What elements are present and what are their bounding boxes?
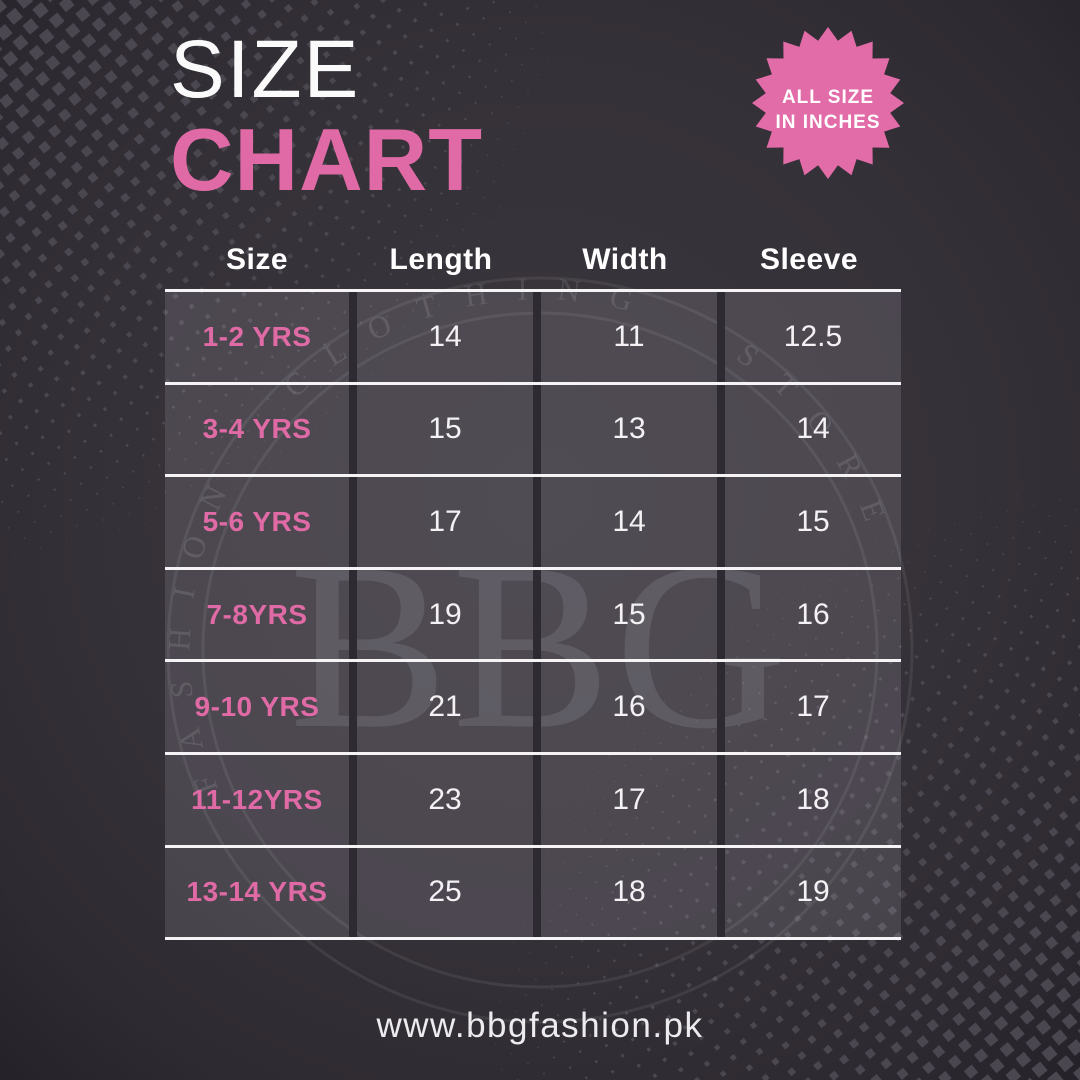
width-value-cell: 15 <box>533 569 717 660</box>
size-label-cell: 11-12YRS <box>165 754 349 845</box>
width-value-cell: 13 <box>533 384 717 475</box>
column-header-size: Size <box>225 242 289 276</box>
table-row: 13-14 YRS 25 18 19 <box>165 844 901 938</box>
length-value-cell: 14 <box>349 292 533 382</box>
length-value-cell: 25 <box>349 847 533 938</box>
sleeve-value-cell: 17 <box>717 662 901 752</box>
sleeve-value-cell: 12.5 <box>717 292 901 382</box>
table-row: 3-4 YRS 15 13 14 <box>165 381 901 475</box>
table-row: 9-10 YRS 21 16 17 <box>165 659 901 752</box>
size-table-body: 1-2 YRS 14 11 12.5 3-4 YRS 15 13 14 5-6 … <box>165 289 901 941</box>
page-title-chart: CHART <box>170 109 483 209</box>
all-sizes-in-inches-badge: ALL SIZE IN INCHES <box>752 27 904 179</box>
size-label-cell: 13-14 YRS <box>165 847 349 938</box>
sleeve-value-cell: 15 <box>717 477 901 567</box>
length-value-cell: 17 <box>349 477 533 567</box>
badge-line2: IN INCHES <box>775 112 881 133</box>
sleeve-value-cell: 14 <box>717 384 901 475</box>
sleeve-value-cell: 18 <box>717 754 901 845</box>
table-row: 11-12YRS 23 17 18 <box>165 751 901 845</box>
width-value-cell: 16 <box>533 662 717 752</box>
badge-label: ALL SIZE IN INCHES <box>752 27 904 179</box>
table-row: 5-6 YRS 17 14 15 <box>165 474 901 567</box>
length-value-cell: 21 <box>349 662 533 752</box>
page-title-size: SIZE <box>170 24 361 115</box>
size-label-cell: 9-10 YRS <box>165 662 349 752</box>
sleeve-value-cell: 19 <box>717 847 901 938</box>
size-table-header-row: Size Length Width Sleeve <box>165 230 901 289</box>
size-label-cell: 7-8YRS <box>165 569 349 660</box>
size-label-cell: 1-2 YRS <box>165 292 349 382</box>
column-header-length: Length <box>389 242 493 276</box>
website-url: www.bbgfashion.pk <box>376 1006 704 1045</box>
sleeve-value-cell: 16 <box>717 569 901 660</box>
width-value-cell: 14 <box>533 477 717 567</box>
size-label-cell: 3-4 YRS <box>165 384 349 475</box>
badge-line1: ALL SIZE <box>781 87 875 108</box>
length-value-cell: 15 <box>349 384 533 475</box>
column-header-sleeve: Sleeve <box>759 242 859 276</box>
width-value-cell: 18 <box>533 847 717 938</box>
column-header-width: Width <box>582 242 668 276</box>
table-row: 7-8YRS 19 15 16 <box>165 566 901 660</box>
width-value-cell: 17 <box>533 754 717 845</box>
width-value-cell: 11 <box>533 292 717 382</box>
table-row: 1-2 YRS 14 11 12.5 <box>165 289 901 382</box>
size-label-cell: 5-6 YRS <box>165 477 349 567</box>
page-title: SIZE CHART <box>170 24 483 209</box>
length-value-cell: 19 <box>349 569 533 660</box>
size-table: Size Length Width Sleeve 1-2 YRS 14 11 1… <box>165 230 901 941</box>
length-value-cell: 23 <box>349 754 533 845</box>
starburst-badge-icon <box>752 27 904 179</box>
